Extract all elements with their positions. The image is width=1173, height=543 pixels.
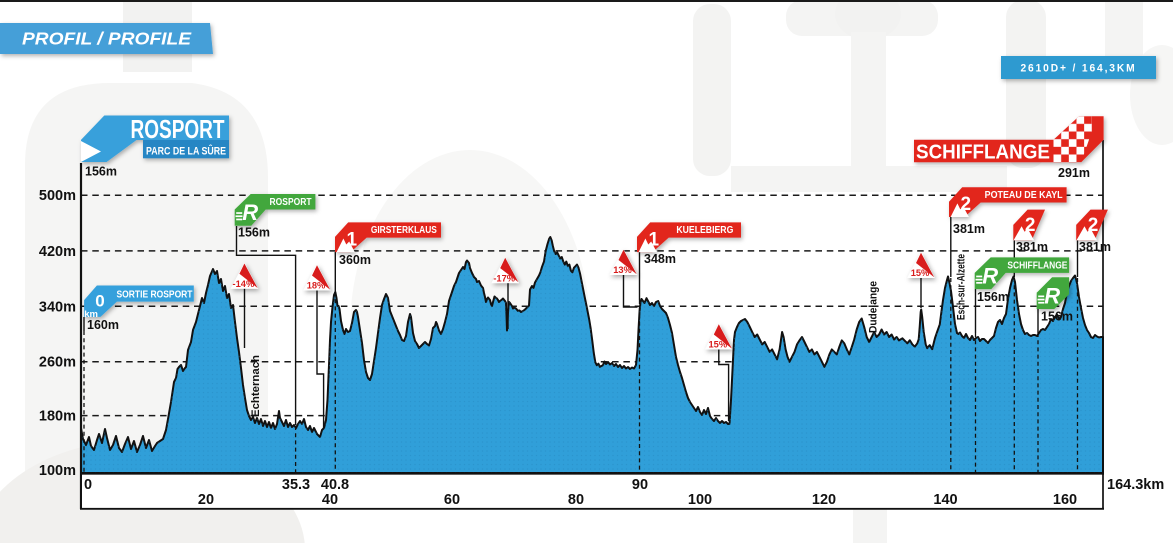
svg-text:260m: 260m	[39, 355, 76, 371]
svg-text:KUELEBIERG: KUELEBIERG	[676, 225, 733, 236]
svg-text:291m: 291m	[1058, 166, 1090, 180]
svg-text:18%: 18%	[307, 281, 326, 291]
svg-text:2610D+ / 164,3KM: 2610D+ / 164,3KM	[1021, 63, 1137, 75]
svg-text:100m: 100m	[39, 463, 76, 479]
svg-text:140: 140	[933, 492, 957, 508]
svg-text:13%: 13%	[613, 265, 632, 275]
svg-text:80: 80	[568, 492, 584, 508]
svg-text:0: 0	[84, 477, 92, 493]
svg-text:0: 0	[95, 292, 104, 311]
svg-text:PROFIL / PROFILE: PROFIL / PROFILE	[22, 29, 192, 49]
svg-text:35.3: 35.3	[282, 477, 310, 493]
svg-text:160m: 160m	[87, 318, 119, 332]
svg-text:R: R	[982, 264, 998, 289]
svg-text:2: 2	[961, 194, 972, 215]
svg-text:381m: 381m	[1079, 240, 1111, 254]
svg-text:348m: 348m	[644, 252, 676, 266]
svg-text:POTEAU DE KAYL: POTEAU DE KAYL	[985, 190, 1063, 201]
svg-text:340m: 340m	[39, 299, 76, 315]
svg-text:km: km	[84, 309, 98, 320]
svg-text:1: 1	[649, 229, 660, 250]
svg-text:60: 60	[444, 492, 460, 508]
svg-text:20: 20	[198, 492, 214, 508]
svg-text:R: R	[242, 200, 258, 225]
svg-text:500m: 500m	[39, 188, 76, 204]
svg-text:160: 160	[1053, 492, 1077, 508]
svg-text:ROSPORT: ROSPORT	[131, 114, 225, 144]
svg-text:SCHIFFLANGE: SCHIFFLANGE	[916, 140, 1050, 163]
svg-text:R: R	[1044, 284, 1060, 309]
svg-text:381m: 381m	[953, 222, 985, 236]
svg-text:-14%: -14%	[233, 279, 255, 289]
svg-text:40.8: 40.8	[321, 477, 349, 493]
svg-text:-17%: -17%	[493, 273, 515, 283]
svg-text:180m: 180m	[39, 409, 76, 425]
svg-text:164.3km: 164.3km	[1107, 477, 1164, 493]
svg-text:15%: 15%	[708, 340, 727, 350]
svg-text:90: 90	[632, 477, 648, 493]
svg-text:100: 100	[688, 492, 712, 508]
svg-text:360m: 360m	[339, 253, 371, 267]
svg-text:156m: 156m	[238, 226, 270, 240]
svg-text:15%: 15%	[911, 268, 930, 278]
svg-text:SORTIE ROSPORT: SORTIE ROSPORT	[117, 289, 193, 300]
svg-text:GIRSTERKLAUS: GIRSTERKLAUS	[371, 225, 437, 236]
svg-text:2: 2	[1025, 215, 1036, 236]
svg-text:420m: 420m	[39, 244, 76, 260]
svg-text:40: 40	[322, 492, 338, 508]
svg-text:Esch-sur-Alzette: Esch-sur-Alzette	[956, 254, 968, 320]
svg-text:156m: 156m	[977, 290, 1009, 304]
svg-text:156m: 156m	[1041, 310, 1073, 324]
svg-text:1: 1	[347, 229, 358, 250]
svg-text:ROSPORT: ROSPORT	[270, 197, 312, 208]
svg-text:Dudelange: Dudelange	[868, 281, 880, 333]
svg-text:SCHIFFLANGE: SCHIFFLANGE	[1007, 260, 1067, 271]
svg-text:Echternach: Echternach	[250, 355, 262, 417]
svg-text:381m: 381m	[1016, 240, 1048, 254]
svg-text:2: 2	[1088, 215, 1099, 236]
svg-text:120: 120	[812, 492, 836, 508]
svg-text:156m: 156m	[85, 165, 117, 179]
svg-text:PARC DE LA SÛRE: PARC DE LA SÛRE	[146, 145, 226, 158]
